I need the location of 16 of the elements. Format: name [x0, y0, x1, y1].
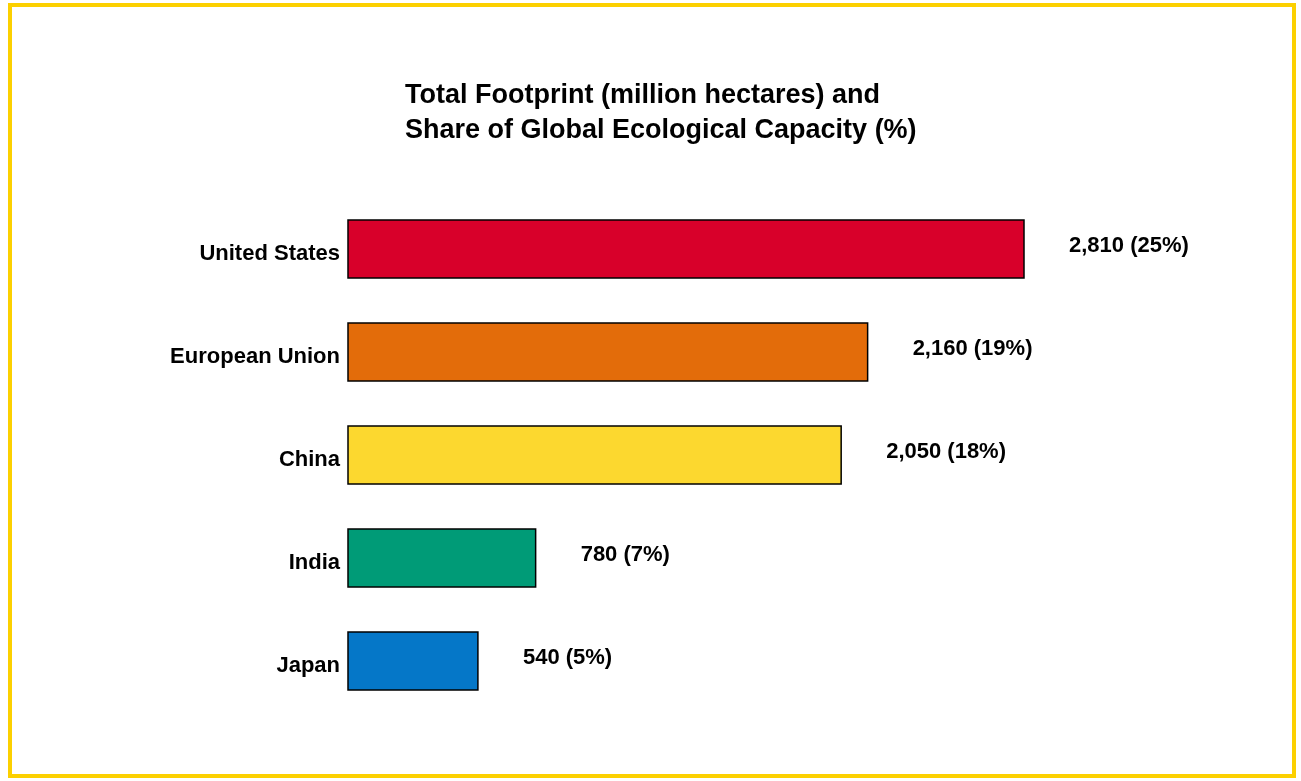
- bar: [347, 528, 537, 588]
- bar: [347, 322, 869, 382]
- data-label: 540 (5%): [522, 643, 613, 669]
- bar: [347, 219, 1025, 279]
- y-tick-label: European Union: [170, 342, 340, 368]
- bar: [347, 425, 842, 485]
- y-tick-label: United States: [199, 239, 340, 265]
- data-label: 780 (7%): [580, 540, 670, 566]
- y-tick-label: India: [288, 548, 341, 574]
- bar: [347, 631, 479, 691]
- data-label: 2,160 (19%): [912, 334, 1033, 360]
- y-tick-label: Japan: [276, 651, 340, 677]
- y-tick-label: China: [278, 445, 341, 471]
- data-label: 2,050 (18%): [886, 437, 1007, 463]
- data-label: 2,810 (25%): [1069, 231, 1189, 257]
- chart-title: Total Footprint (million hectares) and Share of Global Ecological Capacity (%): [405, 79, 917, 144]
